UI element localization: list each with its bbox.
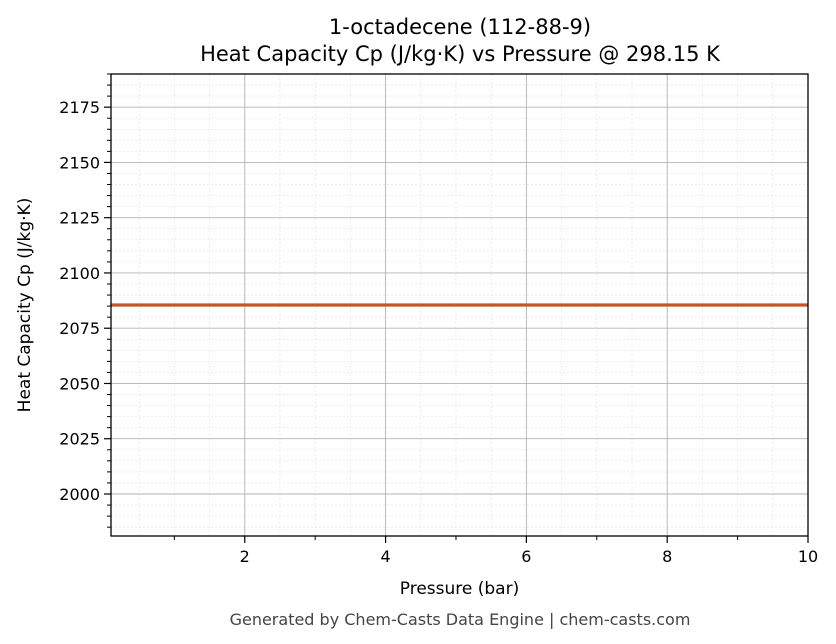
y-tick-label: 2125: [59, 209, 100, 228]
minor-grid: [111, 73, 808, 536]
y-tick-label: 2175: [59, 98, 100, 117]
axis-ticks: [104, 73, 809, 543]
y-tick-label: 2150: [59, 153, 100, 172]
major-grid: [111, 74, 809, 536]
chart-title: 1-octadecene (112-88-9): [329, 15, 591, 39]
y-tick-label: 2050: [59, 374, 100, 393]
plot-frame: [110, 73, 809, 537]
y-tick-label: 2100: [59, 264, 100, 283]
y-tick-label: 2025: [59, 430, 100, 449]
y-axis-label: Heat Capacity Cp (J/kg·K): [15, 198, 35, 413]
footer-credit: Generated by Chem-Casts Data Engine | ch…: [230, 610, 691, 629]
x-tick-label: 6: [521, 547, 531, 566]
x-tick-label: 10: [798, 547, 818, 566]
chart-subtitle: Heat Capacity Cp (J/kg·K) vs Pressure @ …: [200, 42, 721, 66]
y-tick-label: 2000: [59, 485, 100, 504]
y-tick-label: 2075: [59, 319, 100, 338]
x-tick-label: 2: [240, 547, 250, 566]
x-tick-label: 8: [662, 547, 672, 566]
x-axis-label: Pressure (bar): [400, 579, 519, 599]
tick-labels: 2 4 6 8 10 2000 2025 2050 2075 2100 2125 2150 2175: [59, 98, 818, 566]
x-tick-label: 4: [380, 547, 390, 566]
